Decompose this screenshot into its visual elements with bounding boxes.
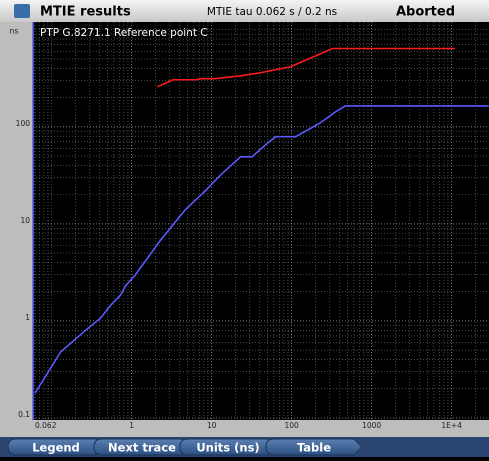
x-tick-label: 1E+4 <box>441 421 462 430</box>
chart-title: PTP G.8271.1 Reference point C <box>40 27 208 39</box>
x-tick-label: 100 <box>284 421 299 430</box>
app-icon <box>14 4 30 18</box>
y-axis-label: ns <box>9 27 18 36</box>
button[interactable] <box>179 438 277 456</box>
header-info: MTIE tau 0.062 s / 0.2 ns <box>207 6 337 18</box>
buttons: Legend Next trace Units (ns) Table <box>7 438 363 456</box>
button-label[interactable]: Next trace <box>108 441 176 455</box>
y-tick-label: 100 <box>16 119 31 128</box>
x-axis-strip <box>0 420 489 437</box>
plot: 0.062 1 10 100 1000 1E+4 0.1 1 10 100 <box>16 22 489 430</box>
header-status: Aborted <box>396 5 455 20</box>
button-label[interactable]: Legend <box>32 441 80 455</box>
header-bar <box>0 0 489 22</box>
button-label[interactable]: Units (ns) <box>196 441 259 455</box>
x-tick-label: 10 <box>207 421 217 430</box>
plot-area <box>33 22 489 420</box>
header-title: MTIE results <box>40 5 131 20</box>
trace-line <box>157 47 455 88</box>
x-tick-label: 1 <box>129 421 134 430</box>
trace-line <box>34 105 489 394</box>
y-axis-strip <box>0 22 33 437</box>
y-tick-label: 10 <box>20 216 30 225</box>
button-label[interactable]: Table <box>297 441 331 455</box>
button[interactable] <box>93 438 191 456</box>
button[interactable] <box>265 438 363 456</box>
y-tick-label: 1 <box>25 313 30 322</box>
y-tick-label: 0.1 <box>18 410 30 419</box>
x-tick-label: 1000 <box>362 421 381 430</box>
button[interactable] <box>7 438 105 456</box>
x-tick-label: 0.062 <box>35 421 57 430</box>
